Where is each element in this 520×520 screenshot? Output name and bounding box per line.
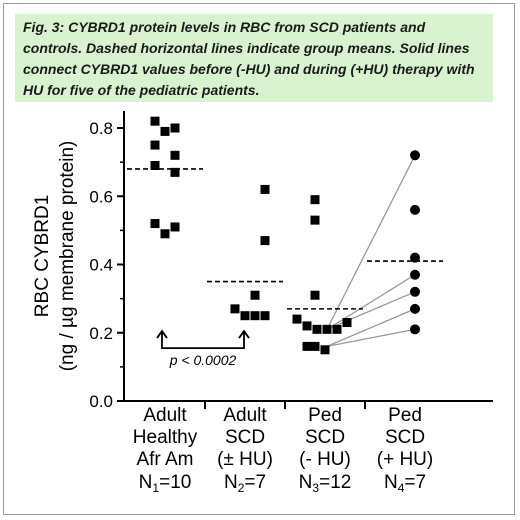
y-axis-title-line1: RBC CYBRD1	[32, 195, 53, 317]
data-point	[410, 269, 420, 280]
y-tick-label: 0.6	[89, 187, 113, 206]
y-tick-label: 0.0	[89, 392, 113, 411]
data-point	[150, 116, 160, 126]
data-point	[410, 204, 420, 215]
category-n-label: N2=7	[224, 472, 266, 495]
category-label-line: Adult	[143, 405, 187, 426]
significance-bracket	[161, 331, 245, 350]
paired-connecting-line	[326, 274, 416, 330]
category-label-line: (± HU)	[217, 449, 273, 470]
data-point	[170, 150, 180, 160]
significance-arrowhead	[156, 329, 168, 339]
data-point	[310, 215, 320, 225]
data-point	[260, 236, 270, 246]
category-label-line: SCD	[225, 427, 265, 448]
data-point	[320, 345, 330, 355]
category-label-line: SCD	[305, 427, 345, 448]
category-n-label: N4=7	[384, 472, 426, 495]
category-label-line: Afr Am	[136, 449, 193, 470]
category-label-line: SCD	[385, 427, 425, 448]
significance-arrowhead	[238, 329, 250, 339]
data-point	[160, 126, 170, 136]
y-tick-label: 0.4	[89, 256, 113, 275]
category-label-line: Adult	[223, 405, 267, 426]
data-point	[410, 324, 420, 335]
paired-connecting-line	[326, 291, 416, 330]
figure-frame: Fig. 3: CYBRD1 protein levels in RBC fro…	[3, 3, 515, 515]
y-axis-title-line2: (ng / µg membrane protein)	[57, 141, 78, 372]
data-point	[410, 150, 420, 161]
y-tick-label: 0.8	[89, 119, 113, 138]
data-point	[260, 311, 270, 321]
data-point	[310, 290, 320, 300]
y-tick-label: 0.2	[89, 324, 113, 343]
paired-connecting-line	[326, 308, 416, 347]
category-label-line: Healthy	[133, 427, 198, 448]
category-label-line: (- HU)	[299, 449, 351, 470]
category-label-line: Ped	[308, 405, 342, 426]
data-point	[310, 195, 320, 205]
category-n-label: N3=12	[299, 472, 352, 495]
data-point	[170, 222, 180, 232]
data-point	[150, 140, 160, 150]
paired-connecting-line	[326, 155, 416, 330]
data-point	[250, 311, 260, 321]
data-point	[302, 321, 312, 331]
figure-caption: Fig. 3: CYBRD1 protein levels in RBC fro…	[23, 19, 475, 98]
category-label-line: Ped	[388, 405, 422, 426]
data-point	[150, 161, 160, 171]
data-point	[260, 184, 270, 194]
data-point	[312, 324, 322, 334]
data-point	[410, 303, 420, 314]
data-point	[410, 252, 420, 263]
data-point	[250, 290, 260, 300]
data-point	[332, 324, 342, 334]
data-point	[240, 311, 250, 321]
data-point	[310, 341, 320, 351]
p-value-label: p < 0.0002	[169, 352, 237, 368]
data-point	[322, 324, 332, 334]
data-point	[170, 167, 180, 177]
category-n-label: N1=10	[139, 472, 192, 495]
caption-box: Fig. 3: CYBRD1 protein levels in RBC fro…	[15, 14, 493, 102]
data-point	[302, 341, 312, 351]
data-point	[150, 219, 160, 229]
data-point	[342, 318, 352, 328]
data-point	[410, 286, 420, 297]
category-label-line: (+ HU)	[377, 449, 433, 470]
data-point	[170, 123, 180, 133]
paired-connecting-line	[326, 328, 416, 348]
data-point	[230, 304, 240, 314]
data-point	[160, 229, 170, 239]
data-point	[292, 314, 302, 324]
